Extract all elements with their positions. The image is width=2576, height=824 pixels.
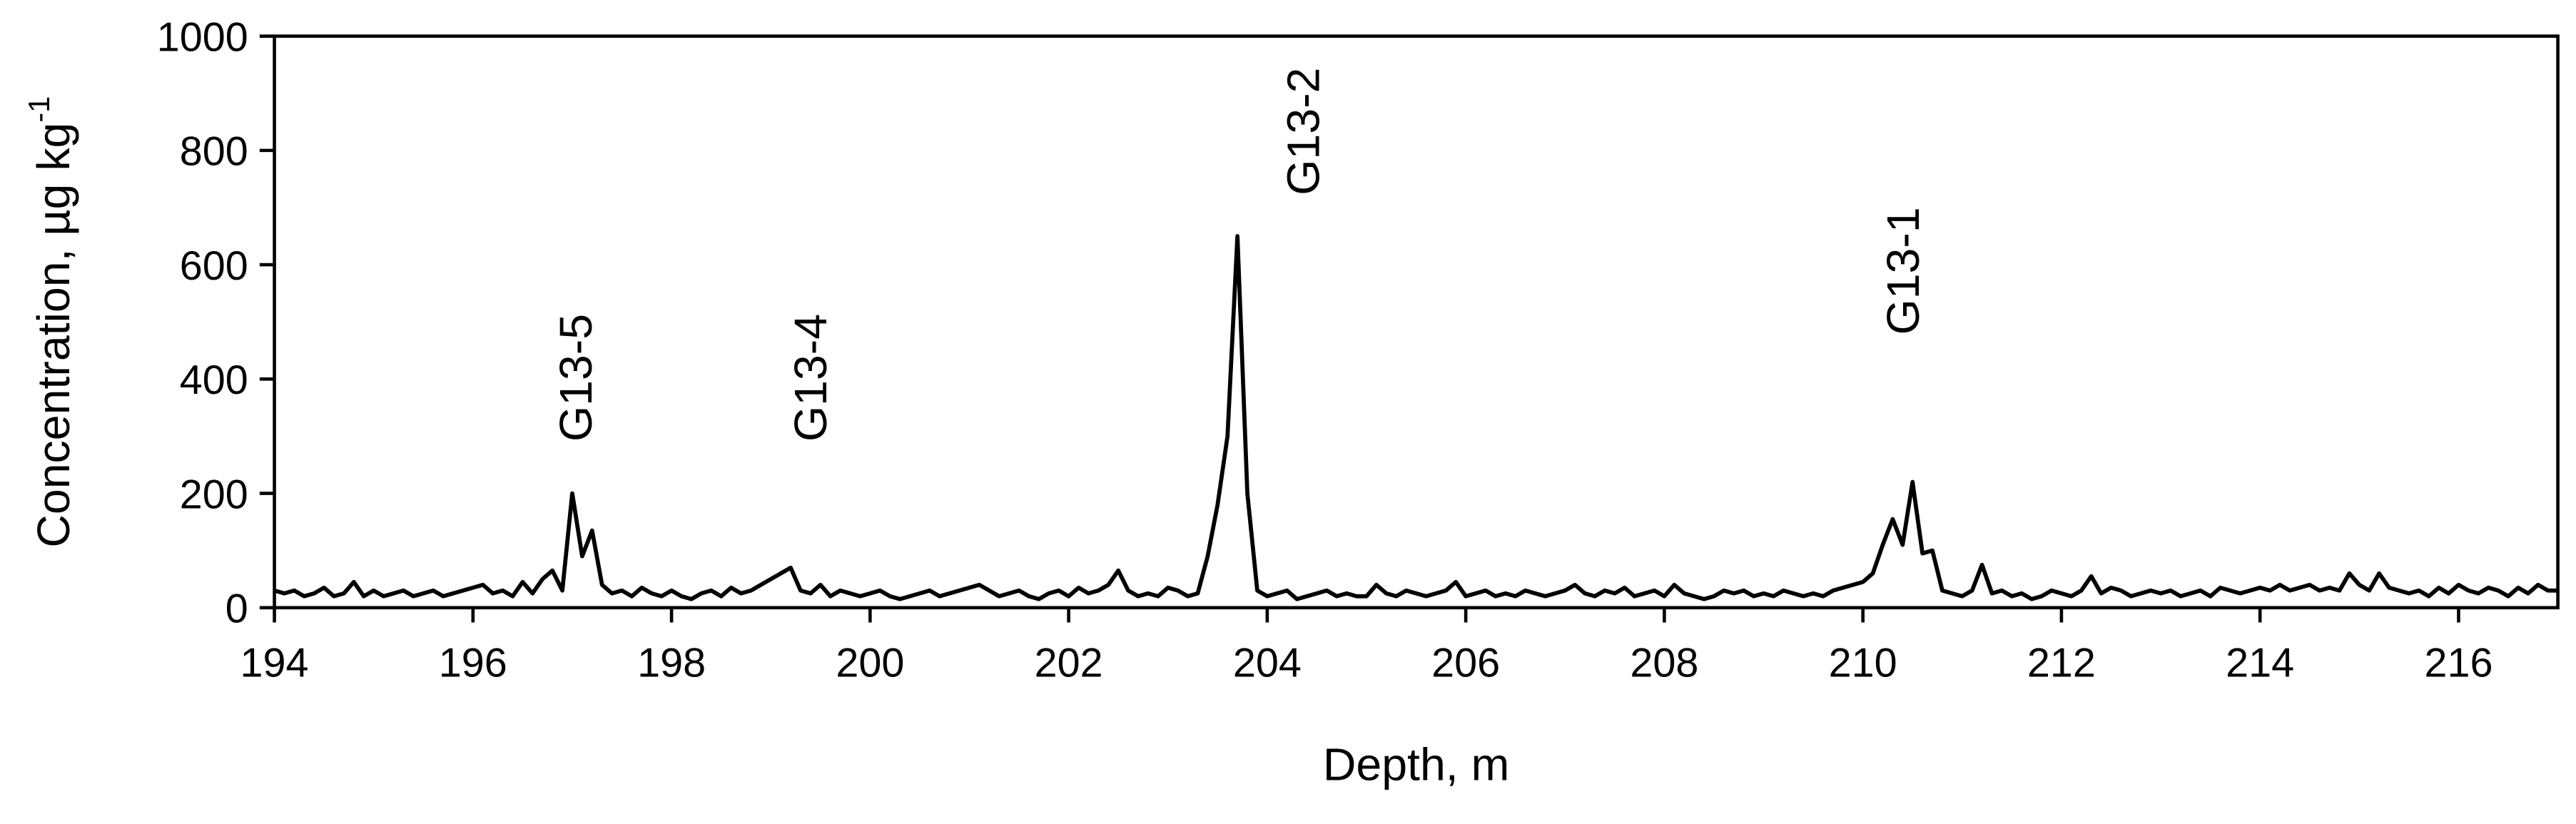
peak-annotation: G13-4	[785, 314, 836, 442]
x-tick-label: 200	[836, 640, 904, 686]
peak-annotation: G13-2	[1278, 68, 1329, 195]
x-tick-label: 196	[439, 640, 507, 686]
x-tick-label: 204	[1233, 640, 1302, 686]
y-tick-label: 200	[180, 472, 248, 517]
y-tick-label: 800	[180, 129, 248, 175]
y-axis-label-superscript: -1	[22, 96, 56, 123]
x-tick-label: 212	[2027, 640, 2096, 686]
peak-annotation: G13-5	[550, 314, 602, 442]
x-tick-label: 208	[1630, 640, 1698, 686]
x-tick-label: 214	[2226, 640, 2294, 686]
x-tick-label: 210	[1829, 640, 1897, 686]
x-tick-label: 194	[240, 640, 309, 686]
plot-frame	[273, 34, 2560, 610]
y-tick-label: 600	[180, 243, 248, 289]
y-tick-label: 1000	[157, 14, 248, 60]
y-axis-label: Concentration, µg kg-1	[22, 96, 79, 548]
peak-annotation: G13-1	[1877, 207, 1929, 335]
x-tick-label: 198	[637, 640, 706, 686]
y-tick-label: 400	[180, 357, 248, 403]
data-line	[273, 234, 2558, 601]
x-axis-label: Depth, m	[1323, 739, 1510, 790]
y-axis-label-text: Concentration, µg kg	[28, 123, 79, 548]
x-tick-label: 202	[1035, 640, 1103, 686]
x-tick-label: 206	[1431, 640, 1500, 686]
y-tick-label: 0	[225, 586, 248, 632]
x-tick-label: 216	[2424, 640, 2493, 686]
